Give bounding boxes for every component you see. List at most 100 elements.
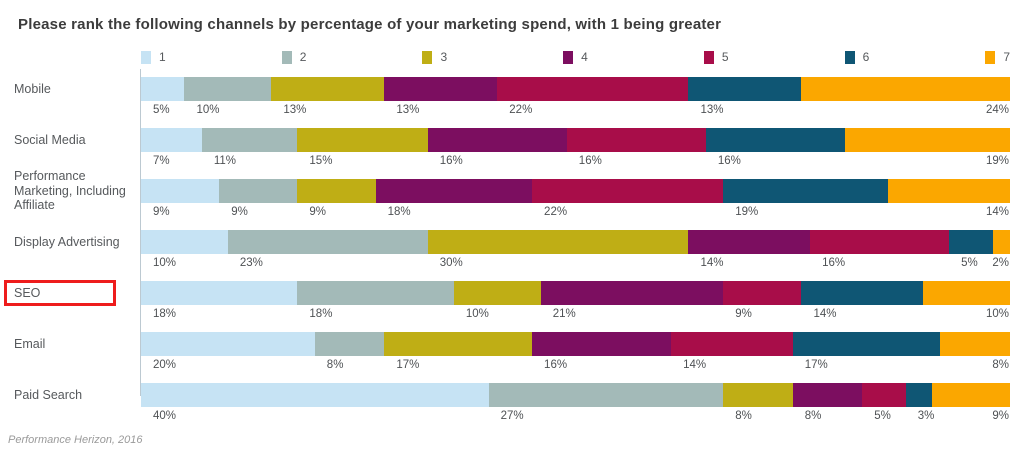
value-label: 30% [439, 257, 463, 269]
value-label: 7% [153, 155, 170, 167]
bar-segment-rank-7 [992, 230, 1010, 254]
value-label: 17% [804, 359, 828, 371]
bar-column: 9% 9% 9% 18% 22% 19% 14% [141, 179, 1010, 220]
value-label: 8% [804, 410, 822, 422]
bar-segment-rank-3 [723, 383, 793, 407]
bar-column: 5% 10% 13% 13% 22% 13% 24% [141, 77, 1010, 118]
value-label: 16% [717, 155, 741, 167]
chart-row: Display Advertising 10% 23% 30% 14% 16% 5% 2% [0, 230, 1024, 271]
bar-segment-rank-7 [923, 281, 1010, 305]
chart-row: Mobile 5% 10% 13% 13% 22% 13% 24% [0, 77, 1024, 118]
legend-item-6: 6 [844, 50, 869, 64]
bar-segment-rank-6 [949, 230, 993, 254]
value-label: 21% [552, 308, 576, 320]
bar-segment-rank-1 [141, 383, 489, 407]
bar-segment-rank-3 [384, 332, 533, 356]
category-label: Mobile [14, 81, 51, 96]
bar-segment-rank-5 [566, 128, 706, 152]
value-label: 19% [735, 206, 759, 218]
legend-swatch-1 [141, 50, 151, 64]
value-label: 14% [813, 308, 837, 320]
stacked-bar [141, 230, 1010, 254]
bar-segment-rank-4 [792, 383, 863, 407]
legend-label: 2 [299, 50, 307, 64]
value-labels-row: 7% 11% 15% 16% 16% 16% 19% [141, 155, 1010, 169]
category-label: Performance Marketing, Including Affilia… [14, 168, 126, 213]
chart-row: Social Media 7% 11% 15% 16% 16% 16% 19% [0, 128, 1024, 169]
bar-segment-rank-5 [671, 332, 793, 356]
value-label: 16% [544, 359, 568, 371]
value-label: 14% [683, 359, 707, 371]
bar-segment-rank-4 [540, 281, 724, 305]
value-label: 8% [735, 410, 752, 422]
value-label: 23% [239, 257, 263, 269]
bar-segment-rank-6 [905, 383, 932, 407]
bar-segment-rank-6 [801, 281, 924, 305]
bar-segment-rank-7 [801, 77, 1010, 101]
value-labels-row: 18% 18% 10% 21% 9% 14% 10% [141, 308, 1010, 322]
chart-row: SEO 18% 18% 10% 21% 9% 14% 10% [0, 279, 1024, 322]
value-label: 17% [396, 359, 420, 371]
stacked-bar [141, 281, 1010, 305]
value-label: 18% [309, 308, 333, 320]
value-label: 8% [326, 359, 344, 371]
value-label: 11% [213, 155, 236, 167]
chart-row: Paid Search 40% 27% 8% 8% 5% 3% 9% [0, 383, 1024, 424]
bar-segment-rank-4 [532, 332, 672, 356]
bar-segment-rank-4 [375, 179, 533, 203]
chart-legend: 1 2 3 4 5 6 7 [141, 50, 1010, 64]
legend-swatch-2 [281, 50, 292, 64]
category-label: Paid Search [14, 387, 83, 402]
value-label: 10% [465, 308, 489, 320]
bar-segment-rank-2 [219, 179, 298, 203]
bar-segment-rank-3 [297, 179, 376, 203]
value-label: 27% [500, 410, 524, 422]
source-note: Performance Herizon, 2016 [8, 434, 143, 446]
bar-segment-rank-6 [705, 128, 845, 152]
value-label: 40% [153, 410, 177, 422]
category-label: Email [14, 336, 46, 351]
value-label: 18% [153, 308, 177, 320]
category-label-cell: Paid Search [0, 383, 141, 407]
legend-item-7: 7 [985, 50, 1010, 64]
bar-segment-rank-7 [931, 383, 1010, 407]
bar-segment-rank-4 [427, 128, 567, 152]
stacked-bar-chart: Mobile 5% 10% 13% 13% 22% 13% 24% Social Media 7%… [0, 69, 1024, 424]
category-label: Display Advertising [14, 234, 120, 249]
value-labels-row: 9% 9% 9% 18% 22% 19% 14% [141, 206, 1010, 220]
bar-segment-rank-7 [940, 332, 1010, 356]
stacked-bar [141, 332, 1010, 356]
bar-segment-rank-1 [141, 128, 202, 152]
bar-segment-rank-2 [201, 128, 298, 152]
category-label-cell: Social Media [0, 128, 141, 152]
stacked-bar [141, 77, 1010, 101]
bar-segment-rank-5 [497, 77, 689, 101]
chart-title: Please rank the following channels by pe… [18, 16, 722, 33]
value-label: 16% [822, 257, 846, 269]
value-label: 22% [509, 104, 533, 116]
value-label: 9% [735, 308, 752, 320]
bar-column: 20% 8% 17% 16% 14% 17% 8% [141, 332, 1010, 373]
bar-segment-rank-1 [141, 281, 298, 305]
legend-label: 1 [159, 50, 166, 64]
bar-segment-rank-1 [141, 77, 185, 101]
legend-label: 7 [1003, 50, 1010, 64]
legend-swatch-4 [563, 50, 574, 64]
bar-segment-rank-2 [227, 230, 428, 254]
bar-segment-rank-1 [141, 230, 228, 254]
category-label-cell: Email [0, 332, 141, 356]
category-label-cell: Display Advertising [0, 230, 141, 254]
legend-swatch-6 [844, 50, 855, 64]
bar-segment-rank-3 [427, 230, 689, 254]
bar-column: 18% 18% 10% 21% 9% 14% 10% [141, 281, 1010, 322]
value-label: 18% [387, 206, 411, 218]
legend-swatch-5 [703, 50, 714, 64]
legend-item-4: 4 [563, 50, 588, 64]
survey-chart-page: Please rank the following channels by pe… [0, 16, 1024, 467]
bar-segment-rank-3 [453, 281, 541, 305]
bar-segment-rank-4 [384, 77, 498, 101]
bar-segment-rank-3 [297, 128, 428, 152]
category-label-highlighted: SEO [4, 279, 116, 307]
chart-row: Email 20% 8% 17% 16% 14% 17% 8% [0, 332, 1024, 373]
bar-segment-rank-2 [297, 281, 454, 305]
